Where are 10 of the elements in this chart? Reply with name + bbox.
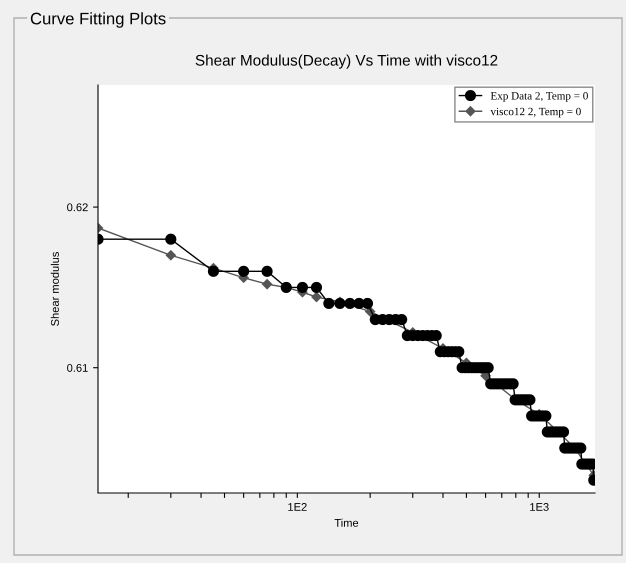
- y-tick-label: 0.61: [67, 364, 88, 372]
- x-tick-label: 1E2: [288, 503, 307, 511]
- y-axis-title: Shear modulus: [50, 252, 59, 326]
- legend-label: Exp Data 2, Temp = 0: [490, 92, 588, 102]
- chart-title: Shear Modulus(Decay) Vs Time with visco12: [196, 54, 498, 69]
- x-tick-label: 1E3: [530, 503, 549, 511]
- y-tick-label: 0.62: [67, 203, 88, 212]
- x-axis-title: Time: [334, 518, 358, 527]
- legend-label: visco12 2, Temp = 0: [490, 108, 581, 118]
- text: Curve Fitting Plots: [30, 12, 166, 28]
